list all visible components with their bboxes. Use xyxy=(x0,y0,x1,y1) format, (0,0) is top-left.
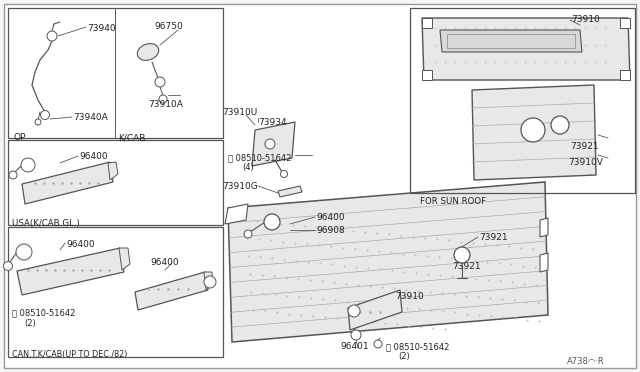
Circle shape xyxy=(351,330,361,340)
Text: 73910V: 73910V xyxy=(568,158,603,167)
Text: (4): (4) xyxy=(242,163,253,172)
Text: 96750: 96750 xyxy=(154,22,183,31)
Circle shape xyxy=(264,214,280,230)
Circle shape xyxy=(204,276,216,288)
Text: Ⓢ 08510-51642: Ⓢ 08510-51642 xyxy=(228,153,291,162)
Circle shape xyxy=(551,116,569,134)
Text: 96400: 96400 xyxy=(150,258,179,267)
Polygon shape xyxy=(17,248,124,295)
Text: FOR SUN ROOF: FOR SUN ROOF xyxy=(420,197,486,206)
Polygon shape xyxy=(135,272,208,310)
Text: 73910G: 73910G xyxy=(222,182,258,191)
Text: OP: OP xyxy=(13,133,26,142)
Text: 73910A: 73910A xyxy=(148,100,183,109)
Bar xyxy=(410,8,635,193)
Text: 73921: 73921 xyxy=(452,262,481,271)
Polygon shape xyxy=(422,18,432,28)
Circle shape xyxy=(280,170,287,177)
Text: 73910: 73910 xyxy=(395,292,424,301)
Circle shape xyxy=(521,118,545,142)
Text: (2): (2) xyxy=(24,319,36,328)
Text: 96400: 96400 xyxy=(79,152,108,161)
Polygon shape xyxy=(422,18,630,80)
Polygon shape xyxy=(422,70,432,80)
Text: 73940: 73940 xyxy=(87,24,116,33)
Text: Ⓢ 08510-51642: Ⓢ 08510-51642 xyxy=(386,342,449,351)
Text: 96908: 96908 xyxy=(316,226,345,235)
Polygon shape xyxy=(228,182,548,342)
Circle shape xyxy=(159,95,167,103)
Polygon shape xyxy=(472,85,596,180)
Bar xyxy=(8,227,223,357)
Polygon shape xyxy=(620,18,630,28)
Polygon shape xyxy=(22,162,113,204)
Circle shape xyxy=(16,244,32,260)
Circle shape xyxy=(9,171,17,179)
Text: 73934: 73934 xyxy=(258,118,287,127)
Text: K/CAB: K/CAB xyxy=(118,133,145,142)
Polygon shape xyxy=(278,186,302,197)
Polygon shape xyxy=(540,218,548,237)
Text: 73910U: 73910U xyxy=(222,108,257,117)
Text: CAN.T.K/CAB(UP TO DEC./82): CAN.T.K/CAB(UP TO DEC./82) xyxy=(12,350,127,359)
Text: 96400: 96400 xyxy=(316,213,344,222)
Text: 73940A: 73940A xyxy=(73,113,108,122)
Circle shape xyxy=(265,139,275,149)
Circle shape xyxy=(155,77,165,87)
Circle shape xyxy=(348,305,360,317)
Polygon shape xyxy=(119,248,130,270)
Polygon shape xyxy=(540,253,548,272)
Text: 96400: 96400 xyxy=(66,240,95,249)
Text: A738◠·R: A738◠·R xyxy=(567,357,605,366)
Circle shape xyxy=(454,247,470,263)
Polygon shape xyxy=(620,70,630,80)
Polygon shape xyxy=(440,30,582,52)
Circle shape xyxy=(47,31,57,41)
Bar xyxy=(8,8,223,138)
Circle shape xyxy=(244,230,252,238)
Polygon shape xyxy=(348,290,402,330)
Circle shape xyxy=(374,340,382,348)
Circle shape xyxy=(21,158,35,172)
Circle shape xyxy=(40,110,49,119)
Text: (2): (2) xyxy=(398,352,410,361)
Text: USA(K/CAB GL.): USA(K/CAB GL.) xyxy=(12,219,80,228)
Text: 96401: 96401 xyxy=(340,342,369,351)
Polygon shape xyxy=(204,272,213,290)
Ellipse shape xyxy=(138,44,159,60)
Polygon shape xyxy=(108,162,118,180)
Text: 73910: 73910 xyxy=(571,15,600,24)
Text: 73921: 73921 xyxy=(570,142,598,151)
Bar xyxy=(8,140,223,225)
Circle shape xyxy=(3,262,13,270)
Circle shape xyxy=(35,119,41,125)
Polygon shape xyxy=(252,122,295,166)
Text: 73921: 73921 xyxy=(479,233,508,242)
Bar xyxy=(447,34,575,48)
Text: Ⓢ 08510-51642: Ⓢ 08510-51642 xyxy=(12,308,76,317)
Polygon shape xyxy=(225,204,248,224)
